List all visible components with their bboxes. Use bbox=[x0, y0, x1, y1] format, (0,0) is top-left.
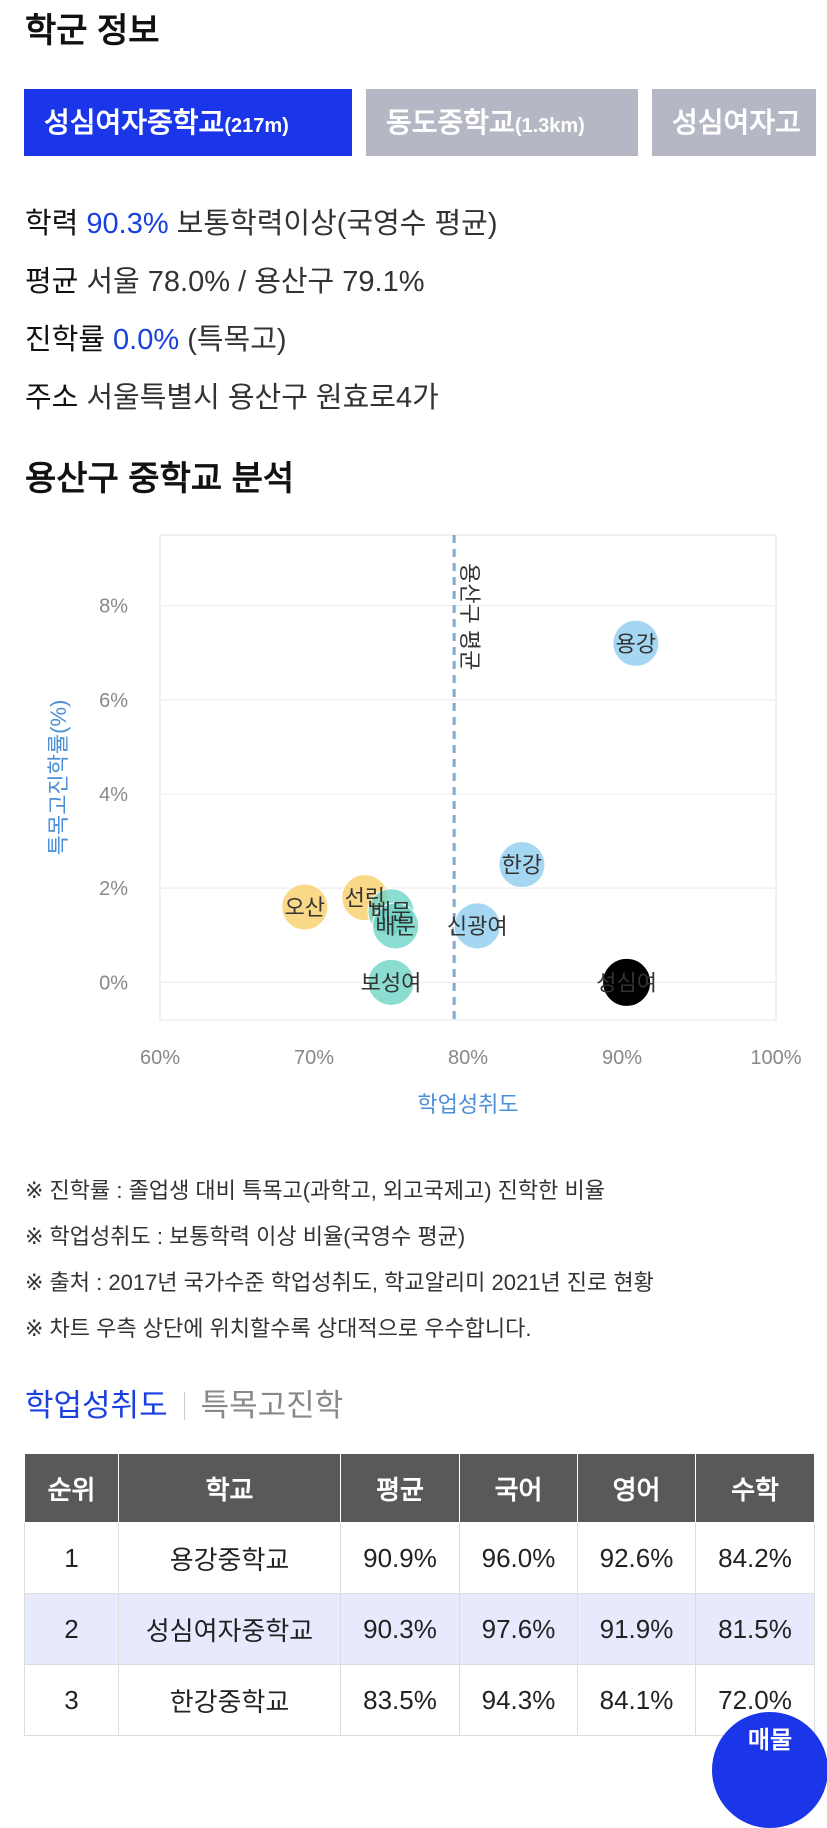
cell-english: 84.1% bbox=[577, 1664, 696, 1736]
y-axis-title: 특목고진학률(%) bbox=[46, 700, 71, 856]
cell-korean: 96.0% bbox=[459, 1522, 578, 1594]
average-row: 평균 서울 78.0% / 용산구 79.1% bbox=[25, 258, 425, 300]
achievement-desc: 보통학력이상(국영수 평균) bbox=[176, 208, 498, 240]
scatter-point bbox=[281, 883, 329, 931]
col-english: 영어 bbox=[577, 1453, 696, 1523]
advance-rate-value: 0.0% bbox=[113, 324, 180, 356]
point-label: 용강 bbox=[616, 631, 656, 656]
point-label: 한강 bbox=[502, 853, 542, 878]
x-tick-label: 70% bbox=[294, 1047, 334, 1069]
average-value: 서울 78.0% / 용산구 79.1% bbox=[86, 266, 425, 298]
y-tick-label: 0% bbox=[99, 972, 128, 994]
y-tick-label: 6% bbox=[99, 690, 128, 712]
table-row[interactable]: 3 한강중학교 83.5% 94.3% 84.1% 72.0% bbox=[24, 1664, 815, 1736]
cell-english: 92.6% bbox=[577, 1522, 696, 1594]
point-label: 배문 bbox=[371, 900, 411, 925]
note-advance-rate: ※ 진학률 : 졸업생 대비 특목고(과학고, 외고국제고) 진학한 비율 bbox=[25, 1178, 605, 1203]
ranking-table: 순위 학교 평균 국어 영어 수학 1 용강중학교 90.9% 96.0% 92… bbox=[24, 1453, 815, 1736]
point-label: 성심여 bbox=[596, 970, 657, 995]
tab-label: 성심여자고 bbox=[672, 107, 801, 138]
advance-rate-key: 진학률 bbox=[25, 324, 106, 356]
y-tick-label: 8% bbox=[99, 596, 128, 618]
tab-label: 성심여자중학교 bbox=[44, 107, 225, 138]
col-math: 수학 bbox=[695, 1453, 815, 1523]
analysis-title: 용산구 중학교 분석 bbox=[25, 460, 295, 498]
scatter-point bbox=[612, 619, 660, 667]
plot-frame bbox=[159, 534, 777, 1021]
point-label: 선린 bbox=[345, 886, 385, 911]
advance-rate-row: 진학률 0.0% (특목고) bbox=[25, 316, 287, 358]
tab-school-seongsim-girls-middle[interactable]: 성심여자중학교(217m) bbox=[24, 89, 352, 156]
scatter-point bbox=[372, 902, 420, 950]
tab-school-seongsim-girls-high[interactable]: 성심여자고 bbox=[652, 89, 816, 156]
cell-average: 90.3% bbox=[340, 1593, 460, 1665]
listings-fab-button[interactable]: 매물 bbox=[712, 1712, 827, 1828]
cell-english: 91.9% bbox=[577, 1593, 696, 1665]
table-header-row: 순위 학교 평균 국어 영어 수학 bbox=[24, 1453, 815, 1523]
x-tick-label: 90% bbox=[602, 1047, 642, 1069]
cell-math: 81.5% bbox=[695, 1593, 815, 1665]
tab-divider bbox=[183, 1392, 185, 1420]
x-axis-title: 학업성취도 bbox=[417, 1092, 518, 1117]
note-position: ※ 차트 우측 상단에 위치할수록 상대적으로 우수합니다. bbox=[25, 1316, 532, 1341]
scatter-chart: 0% 2% 4% 6% 8% 60% 70% 80% 90% 100% 학업성취도 특목고진학률(%)… bbox=[46, 534, 802, 1117]
cell-math: 84.2% bbox=[695, 1522, 815, 1594]
tab-achievement[interactable]: 학업성취도 bbox=[25, 1388, 168, 1423]
advance-rate-desc: (특목고) bbox=[187, 324, 287, 356]
cell-school: 용강중학교 bbox=[118, 1522, 341, 1594]
col-korean: 국어 bbox=[459, 1453, 578, 1523]
tab-school-dongdo-middle[interactable]: 동도중학교(1.3km) bbox=[366, 89, 638, 156]
notes: ※ 진학률 : 졸업생 대비 특목고(과학고, 외고국제고) 진학한 비율 ※ … bbox=[25, 1168, 654, 1352]
cell-rank: 1 bbox=[24, 1522, 119, 1594]
achievement-row: 학력 90.3% 보통학력이상(국영수 평균) bbox=[25, 200, 498, 242]
col-school: 학교 bbox=[118, 1453, 341, 1523]
col-average: 평균 bbox=[340, 1453, 460, 1523]
achievement-key: 학력 bbox=[25, 208, 79, 240]
school-info-title: 학군 정보 bbox=[25, 12, 160, 50]
x-tick-label: 60% bbox=[140, 1047, 180, 1069]
point-label: 오산 bbox=[285, 895, 325, 920]
achievement-value: 90.3% bbox=[86, 208, 169, 240]
address-key: 주소 bbox=[25, 382, 79, 414]
cell-rank: 3 bbox=[24, 1664, 119, 1736]
y-tick-label: 2% bbox=[99, 878, 128, 900]
cell-school: 한강중학교 bbox=[118, 1664, 341, 1736]
school-tabs: 성심여자중학교(217m) 동도중학교(1.3km) 성심여자고 bbox=[24, 89, 816, 156]
tab-distance: (1.3km) bbox=[514, 115, 585, 137]
table-row[interactable]: 2 성심여자중학교 90.3% 97.6% 91.9% 81.5% bbox=[24, 1593, 815, 1665]
scatter-point bbox=[367, 958, 415, 1006]
ranking-table-wrap: 순위 학교 평균 국어 영어 수학 1 용강중학교 90.9% 96.0% 92… bbox=[24, 1453, 815, 1736]
tab-special-high-advance[interactable]: 특목고진학 bbox=[200, 1388, 344, 1423]
ranking-tabs: 학업성취도 특목고진학 bbox=[25, 1380, 343, 1425]
cell-korean: 94.3% bbox=[459, 1664, 578, 1736]
point-label: 신광여 bbox=[447, 914, 508, 939]
scatter-point bbox=[603, 958, 651, 1006]
point-label: 배문 bbox=[375, 914, 415, 939]
note-achievement: ※ 학업성취도 : 보통학력 이상 비율(국영수 평균) bbox=[25, 1224, 466, 1249]
address-value: 서울특별시 용산구 원효로4가 bbox=[86, 382, 439, 414]
x-tick-label: 100% bbox=[750, 1047, 801, 1069]
note-source: ※ 출처 : 2017년 국가수준 학업성취도, 학교알리미 2021년 진로 … bbox=[25, 1270, 654, 1295]
average-key: 평균 bbox=[25, 266, 79, 298]
scatter-point bbox=[498, 841, 546, 889]
tab-label: 동도중학교 bbox=[386, 107, 515, 138]
tab-distance: (217m) bbox=[224, 115, 289, 137]
col-rank: 순위 bbox=[24, 1453, 119, 1523]
table-row[interactable]: 1 용강중학교 90.9% 96.0% 92.6% 84.2% bbox=[24, 1522, 815, 1594]
cell-korean: 97.6% bbox=[459, 1593, 578, 1665]
cell-school: 성심여자중학교 bbox=[118, 1593, 341, 1665]
cell-average: 90.9% bbox=[340, 1522, 460, 1594]
average-reference-label: 용산구 평균 bbox=[457, 563, 482, 670]
address-row: 주소 서울특별시 용산구 원효로4가 bbox=[25, 374, 439, 416]
x-tick-label: 80% bbox=[448, 1047, 488, 1069]
scatter-point bbox=[453, 902, 501, 950]
cell-average: 83.5% bbox=[340, 1664, 460, 1736]
point-label: 보성여 bbox=[361, 970, 422, 995]
cell-rank: 2 bbox=[24, 1593, 119, 1665]
y-tick-label: 4% bbox=[99, 784, 128, 806]
